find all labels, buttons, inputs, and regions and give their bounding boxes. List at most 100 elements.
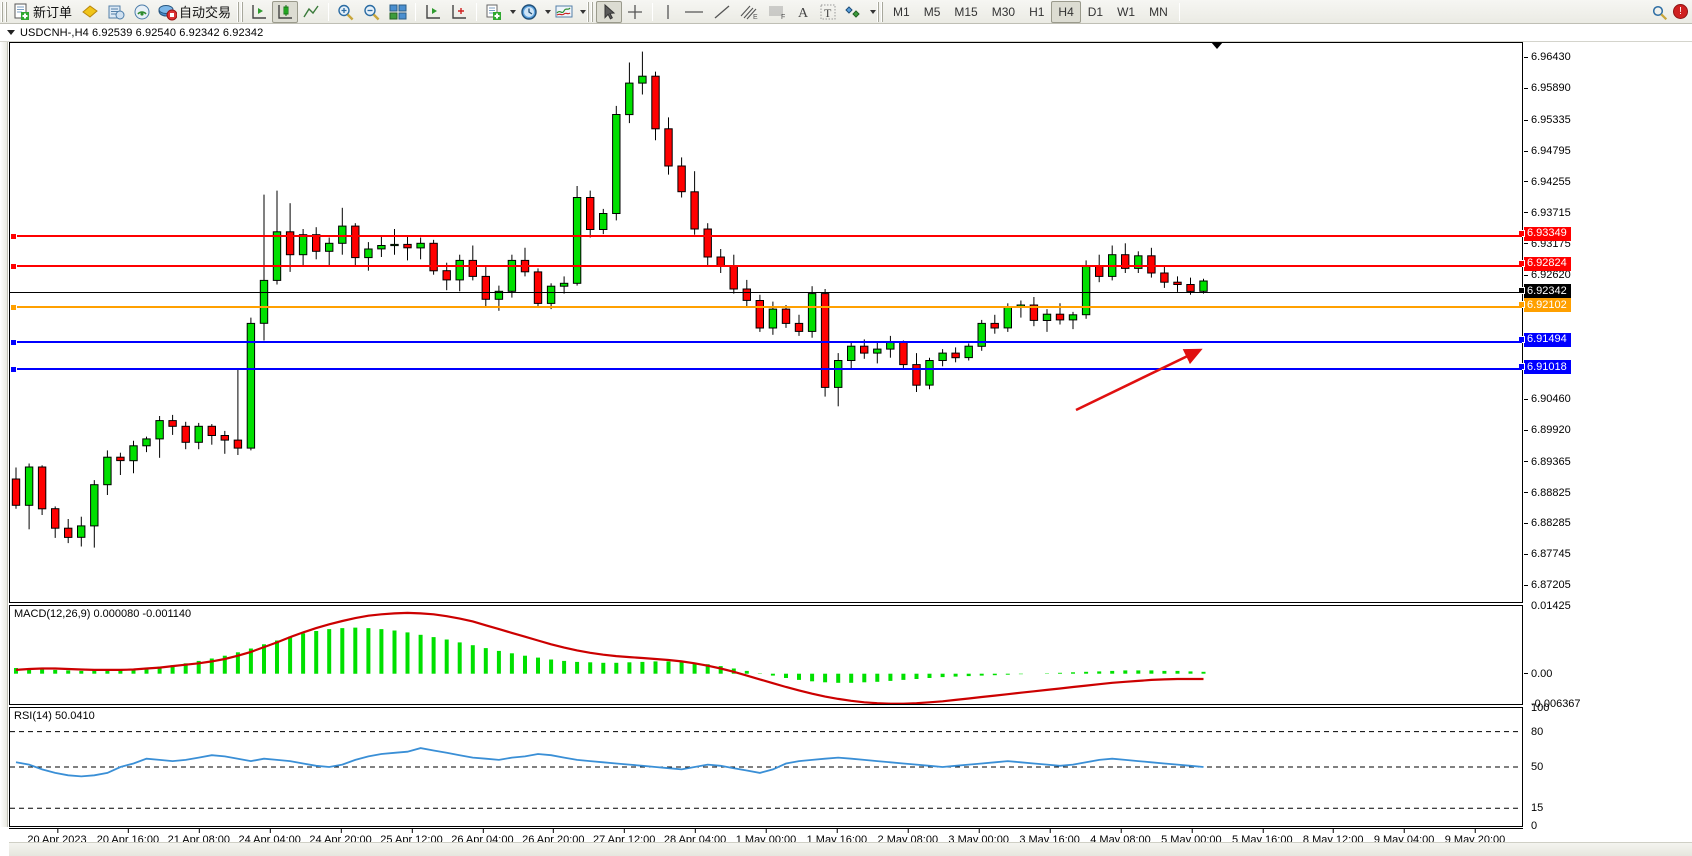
trendline-button[interactable] [709,1,735,23]
timeframe-mn[interactable]: MN [1149,4,1168,19]
level-handle-icon[interactable] [10,366,17,374]
period-caret-icon[interactable] [545,9,552,14]
clock-icon [521,3,537,20]
vline-button[interactable] [657,1,679,23]
auto-scroll-button[interactable] [298,1,324,23]
shapes-caret-icon[interactable] [870,9,877,14]
rsi-plot-layer [10,731,1522,809]
level-handle-icon[interactable] [10,262,17,270]
price-chip-support-level-2[interactable]: 6.91018 [1518,360,1571,375]
zoom-out-icon [364,4,380,20]
network-button[interactable] [129,1,155,23]
vertical-scroll-rail[interactable] [0,42,8,827]
zoom-in-button[interactable] [333,1,359,23]
price-tick-6.87205: 6.87205 [1524,580,1692,591]
shapes-icon [845,5,860,18]
timeframe-m5[interactable]: M5 [923,4,941,19]
level-handle-icon[interactable] [10,338,17,346]
new-order-button[interactable]: 新订单 [10,1,77,23]
price-chart-panel[interactable] [9,42,1523,603]
timeframe-m30[interactable]: M30 [991,4,1016,19]
crosshair-button[interactable] [622,1,648,23]
price-scale[interactable]: 6.96430 6.95890 6.95335 6.94795 6.94255 6.937… [1518,42,1692,832]
chart-bar-button[interactable] [420,1,446,23]
equidistant-button[interactable]: E [735,1,763,23]
chart-top-marker-icon [1211,42,1223,49]
fibo-button[interactable]: F [763,1,791,23]
toolbar-grip[interactable] [1,1,8,22]
chart-shift-icon [278,4,293,19]
price-chip-pivot-level[interactable]: 6.92102 [1518,298,1571,313]
price-level-line-6.92342[interactable] [10,292,1522,294]
cursor-button[interactable] [596,0,623,23]
indicators-icon [486,4,502,20]
timeframe-m15[interactable]: M15 [954,4,978,19]
period-button[interactable] [516,1,542,23]
rsi-indicator-panel[interactable]: RSI(14) 50.0410 [9,707,1523,827]
templates-icon [555,5,573,17]
timeframe-group: M1 M5 M15 M30 H1 H4 D1 W1 MN [886,0,1175,23]
zoom-out-button[interactable] [359,1,385,23]
timeframe-h4[interactable]: H4 [1051,0,1081,23]
macd-tick-0.01425: 0.01425 [1531,600,1571,612]
shapes-button[interactable] [841,1,867,23]
bar-chart-icon [426,4,441,19]
timeframe-m1[interactable]: M1 [893,4,910,19]
templates-button[interactable] [551,1,577,23]
indicators-button[interactable] [481,1,507,23]
autotrading-button[interactable]: 自动交易 [155,1,236,23]
price-tick-6.95890: 6.95890 [1524,83,1692,94]
indicators-caret-icon[interactable] [510,9,517,14]
price-tick-6.92620: 6.92620 [1524,270,1692,281]
timeframe-d1[interactable]: D1 [1087,4,1104,19]
price-level-line-6.92824[interactable] [10,262,1522,270]
main-toolbar: 新订单 [0,0,1692,24]
profile-button[interactable] [77,1,103,23]
chip-handle-icon[interactable] [1518,287,1525,295]
timeframe-w1[interactable]: W1 [1117,4,1136,19]
hline-button[interactable] [679,1,709,23]
price-chip-support-level-1[interactable]: 6.91494 [1518,332,1571,347]
text-button[interactable]: A [791,1,815,23]
textlabel-button[interactable]: T [815,1,841,23]
toolbar-grip-4[interactable] [877,1,885,22]
svg-text:A: A [798,6,809,21]
chart-tile-button[interactable] [385,1,411,23]
chart-line-button[interactable] [446,1,472,23]
price-chip-last-price-level[interactable]: 6.92342 [1518,284,1571,299]
rsi-tick-80: 80 [1531,725,1544,738]
price-level-line-6.93349[interactable] [10,232,1522,240]
price-tick-6.95335: 6.95335 [1524,115,1692,126]
toolbar-grip-2[interactable] [237,1,245,22]
timeframe-h1[interactable]: H1 [1029,4,1045,19]
price-chip-resistance-level-1[interactable]: 6.93349 [1518,226,1571,241]
templates-caret-icon[interactable] [580,9,587,14]
symbol-dropdown-caret-icon[interactable] [7,30,15,35]
horizontal-scroll-rail[interactable] [9,842,1692,856]
fibo-icon: F [769,6,785,21]
price-chip-resistance-level-2[interactable]: 6.92824 [1518,256,1571,271]
equidistant-icon: E [740,5,758,21]
publisher-button[interactable] [103,1,129,23]
chart-shift-button[interactable] [272,0,299,23]
price-level-line-6.91494[interactable] [10,338,1522,346]
chart-area: MACD(12,26,9) 0.000080 -0.001140 RSI(14)… [0,42,1692,856]
network-icon [134,4,150,19]
shift-end-button[interactable] [246,1,272,23]
symbol-ohlc-text: USDCNH-,H4 6.92539 6.92540 6.92342 6.923… [20,26,264,39]
price-tick-6.88285: 6.88285 [1524,518,1692,529]
macd-indicator-panel[interactable]: MACD(12,26,9) 0.000080 -0.001140 [9,605,1523,705]
toolbar-grip-3[interactable] [587,1,595,22]
price-tick-6.96430: 6.96430 [1524,52,1692,63]
macd-tick--0.006367: -0.006367 [1531,698,1581,710]
text-label-icon: T [820,4,836,20]
level-handle-icon[interactable] [10,232,17,240]
price-tick-6.89365: 6.89365 [1524,456,1692,468]
connection-status-badge[interactable]: ! [1673,4,1688,19]
price-level-line-6.91018[interactable] [10,366,1522,374]
search-icon[interactable] [1651,4,1669,20]
price-level-line-6.92102[interactable] [10,304,1522,312]
level-handle-icon[interactable] [10,304,17,312]
candlestick-layer [11,51,1208,548]
